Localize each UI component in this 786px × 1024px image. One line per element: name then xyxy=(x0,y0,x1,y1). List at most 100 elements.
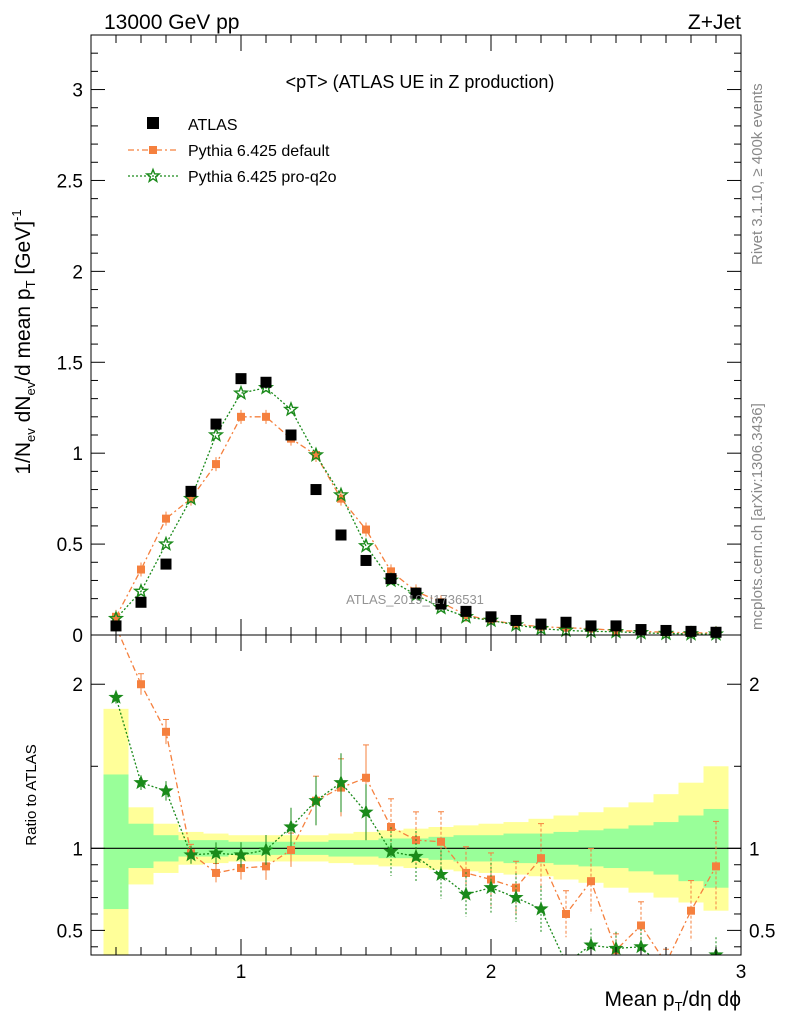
ratio-default-point xyxy=(587,877,595,886)
legend-default-marker xyxy=(149,146,157,154)
ratio-default-point xyxy=(237,864,245,873)
ratio-proq2o-point xyxy=(533,901,549,916)
main-y-tick-label: 2 xyxy=(72,262,83,283)
ratio-default-point xyxy=(162,727,170,736)
ratio-proq2o-point xyxy=(660,965,672,977)
atlas-point xyxy=(385,573,397,585)
atlas-point xyxy=(435,598,447,610)
atlas-point xyxy=(585,620,597,632)
ratio-proq2o-point xyxy=(483,879,499,895)
atlas-point xyxy=(535,618,547,630)
ratio-proq2o-point xyxy=(685,973,697,985)
ratio-default-point xyxy=(512,883,520,892)
ratio-default-point xyxy=(137,680,145,689)
legend-proq2o-label: Pythia 6.425 pro-q2o xyxy=(188,169,337,186)
rivet-version-label: Rivet 3.1.10, ≥ 400k events xyxy=(749,83,766,265)
main-y-tick-label: 0 xyxy=(72,626,83,647)
ratio-y-tick-label: 2 xyxy=(72,675,83,696)
ratio-default-point xyxy=(362,773,370,782)
atlas-point xyxy=(335,529,347,541)
atlas-point xyxy=(360,554,372,566)
default-point xyxy=(362,525,370,534)
atlas-point xyxy=(285,429,297,441)
ratio-y-tick-label-right: 0.5 xyxy=(749,921,775,942)
atlas-point xyxy=(485,611,497,623)
x-tick-label: 2 xyxy=(486,962,497,983)
ratio-default-point xyxy=(262,862,270,871)
ratio-default-point xyxy=(212,868,220,877)
atlas-point xyxy=(135,596,147,608)
ratio-proq2o-point xyxy=(158,782,174,798)
legend: ATLAS Pythia 6.425 default Pythia 6.425 … xyxy=(128,117,337,186)
atlas-point xyxy=(410,587,422,599)
main-y-tick-label: 3 xyxy=(72,81,83,102)
ratio-default-point xyxy=(437,837,445,846)
header-process-label: Z+Jet xyxy=(688,11,741,34)
ratio-proq2o-point xyxy=(508,889,524,904)
ratio-proq2o-point xyxy=(183,846,199,862)
ratio-proq2o-point xyxy=(108,689,124,704)
ratio-proq2o-point xyxy=(383,843,399,859)
main-y-tick-label: 1 xyxy=(72,444,83,465)
atlas-point xyxy=(185,485,197,497)
x-axis-label: Mean pT/dη dϕ xyxy=(605,988,741,1014)
proq2o-point xyxy=(307,446,325,462)
default-point xyxy=(387,567,395,576)
main-y-tick-label: 1.5 xyxy=(57,353,83,374)
default-point xyxy=(112,612,120,621)
ratio-proq2o-point xyxy=(333,774,349,790)
header-energy-label: 13000 GeV pp xyxy=(104,11,239,34)
main-y-tick-label: 0.5 xyxy=(57,535,83,556)
proq2o-point xyxy=(157,535,175,551)
default-point xyxy=(262,412,270,421)
ratio-y-tick-label: 0.5 xyxy=(57,921,83,942)
plot-title: <pT> (ATLAS UE in Z production) xyxy=(286,72,555,92)
ratio-y-tick-label: 1 xyxy=(72,839,83,860)
ratio-proq2o-point xyxy=(208,845,224,860)
proq2o-point xyxy=(357,537,375,553)
ratio-default-point xyxy=(387,823,395,831)
ratio-proq2o-point xyxy=(560,957,572,969)
ratio-frame xyxy=(90,634,742,956)
axes-frames: 00.511.522.530.5 0.51 12 21 2 3 xyxy=(57,34,775,983)
default-point xyxy=(187,494,195,503)
ratio-proq2o-point xyxy=(458,886,474,901)
x-tick-label: 3 xyxy=(736,962,747,983)
ratio-y-tick-label-right: 2 xyxy=(749,675,760,696)
legend-atlas-label: ATLAS xyxy=(188,117,238,134)
default-point xyxy=(162,514,170,523)
ratio-y-axis-label: Ratio to ATLAS xyxy=(23,744,40,845)
proq2o-point xyxy=(282,400,300,417)
ratio-default-point xyxy=(287,845,295,854)
default-point xyxy=(212,460,220,469)
ratio-default-point xyxy=(637,921,645,930)
ratio-default-point xyxy=(537,854,545,863)
x-tick-label: 1 xyxy=(236,962,247,983)
default-point xyxy=(312,451,320,459)
default-point xyxy=(137,565,145,574)
ratio-proq2o-point xyxy=(283,819,299,834)
default-point xyxy=(237,412,245,421)
main-y-axis-label: 1/Nev dNev/d mean pT [GeV]-1 xyxy=(9,209,38,474)
ratio-default-point xyxy=(662,959,670,967)
ratio-default-point xyxy=(687,906,695,915)
atlas-point xyxy=(560,616,572,628)
legend-proq2o-marker xyxy=(144,167,162,183)
band-inner-bin xyxy=(103,774,129,910)
ratio-proq2o-point xyxy=(258,842,274,857)
atlas-point xyxy=(610,620,622,632)
main-y-tick-label: 2.5 xyxy=(57,171,83,192)
ratio-proq2o-point xyxy=(233,846,249,862)
atlas-point xyxy=(460,605,472,617)
ratio-proq2o-point xyxy=(133,774,149,790)
proq2o-point xyxy=(332,486,350,502)
proq2o-point xyxy=(232,384,250,401)
legend-default-label: Pythia 6.425 default xyxy=(188,143,330,160)
mcplots-reference-label: mcplots.cern.ch [arXiv:1306.3436] xyxy=(749,403,766,630)
ratio-proq2o-point xyxy=(358,804,374,819)
atlas-point xyxy=(160,558,172,570)
ratio-proq2o-point xyxy=(408,848,424,863)
legend-star-shape xyxy=(144,167,162,183)
atlas-point xyxy=(210,418,222,430)
